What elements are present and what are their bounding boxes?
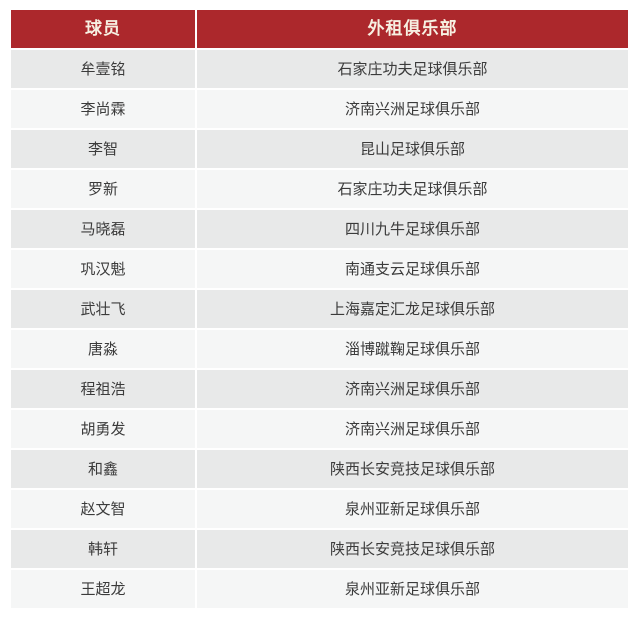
club-cell: 济南兴洲足球俱乐部 xyxy=(344,380,480,398)
table-body: 牟壹铭 石家庄功夫足球俱乐部 李尚霖 济南兴洲足球俱乐部 李智 昆山足球俱乐部 … xyxy=(11,50,628,610)
club-cell: 石家庄功夫足球俱乐部 xyxy=(337,60,488,78)
table-row: 韩轩 陕西长安竞技足球俱乐部 xyxy=(11,530,628,570)
header-club: 外租俱乐部 xyxy=(367,18,458,39)
table-row: 程祖浩 济南兴洲足球俱乐部 xyxy=(11,370,628,410)
table-row: 和鑫 陕西长安竞技足球俱乐部 xyxy=(11,450,628,490)
table-row: 王超龙 泉州亚新足球俱乐部 xyxy=(11,570,628,610)
player-cell: 和鑫 xyxy=(11,450,197,488)
player-cell: 胡勇发 xyxy=(11,410,197,448)
club-cell: 上海嘉定汇龙足球俱乐部 xyxy=(329,300,495,318)
table-row: 武壮飞 上海嘉定汇龙足球俱乐部 xyxy=(11,290,628,330)
table-row: 李尚霖 济南兴洲足球俱乐部 xyxy=(11,90,628,130)
player-cell: 韩轩 xyxy=(11,530,197,568)
loan-table: 球员 外租俱乐部 牟壹铭 石家庄功夫足球俱乐部 李尚霖 济南兴洲足球俱乐部 李智… xyxy=(11,10,628,610)
table-row: 巩汉魁 南通支云足球俱乐部 xyxy=(11,250,628,290)
player-cell: 马晓磊 xyxy=(11,210,197,248)
club-cell: 济南兴洲足球俱乐部 xyxy=(344,420,480,438)
player-cell: 李尚霖 xyxy=(11,90,197,128)
club-cell: 陕西长安竞技足球俱乐部 xyxy=(329,460,495,478)
club-cell: 南通支云足球俱乐部 xyxy=(344,260,480,278)
player-cell: 巩汉魁 xyxy=(11,250,197,288)
player-cell: 唐淼 xyxy=(11,330,197,368)
header-player: 球员 xyxy=(11,10,197,48)
player-cell: 赵文智 xyxy=(11,490,197,528)
club-cell: 泉州亚新足球俱乐部 xyxy=(344,500,480,518)
player-cell: 罗新 xyxy=(11,170,197,208)
club-cell: 昆山足球俱乐部 xyxy=(359,140,465,158)
table-row: 罗新 石家庄功夫足球俱乐部 xyxy=(11,170,628,210)
club-cell: 石家庄功夫足球俱乐部 xyxy=(337,180,488,198)
player-cell: 程祖浩 xyxy=(11,370,197,408)
player-cell: 牟壹铭 xyxy=(11,50,197,88)
club-cell: 泉州亚新足球俱乐部 xyxy=(344,580,480,598)
table-row: 李智 昆山足球俱乐部 xyxy=(11,130,628,170)
table-header-row: 球员 外租俱乐部 xyxy=(11,10,628,50)
table-row: 赵文智 泉州亚新足球俱乐部 xyxy=(11,490,628,530)
player-cell: 武壮飞 xyxy=(11,290,197,328)
table-row: 马晓磊 四川九牛足球俱乐部 xyxy=(11,210,628,250)
player-cell: 王超龙 xyxy=(11,570,197,608)
club-cell: 四川九牛足球俱乐部 xyxy=(344,220,480,238)
club-cell: 济南兴洲足球俱乐部 xyxy=(344,100,480,118)
table-row: 胡勇发 济南兴洲足球俱乐部 xyxy=(11,410,628,450)
club-cell: 淄博蹴鞠足球俱乐部 xyxy=(344,340,480,358)
table-row: 牟壹铭 石家庄功夫足球俱乐部 xyxy=(11,50,628,90)
table-row: 唐淼 淄博蹴鞠足球俱乐部 xyxy=(11,330,628,370)
player-cell: 李智 xyxy=(11,130,197,168)
club-cell: 陕西长安竞技足球俱乐部 xyxy=(329,540,495,558)
